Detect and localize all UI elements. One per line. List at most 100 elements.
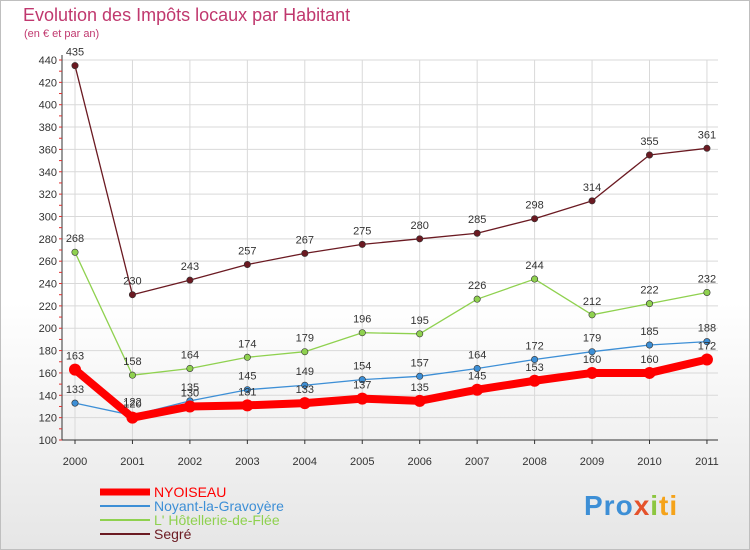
data-label: 179 <box>583 333 601 345</box>
data-point <box>126 411 139 424</box>
data-point <box>69 363 81 376</box>
data-point <box>645 151 653 159</box>
data-point <box>703 144 711 152</box>
data-label: 222 <box>640 285 658 297</box>
data-point <box>183 400 196 413</box>
legend-label: Noyant-la-Gravoyère <box>154 498 284 514</box>
y-tick-label: 300 <box>39 211 57 223</box>
y-tick-label: 100 <box>39 435 57 447</box>
data-point <box>473 364 481 372</box>
data-point <box>243 261 251 269</box>
logo-part-i: i <box>650 490 660 521</box>
data-label: 230 <box>123 276 141 288</box>
y-tick-label: 200 <box>39 323 57 335</box>
legend-label: NYOISEAU <box>154 484 226 500</box>
data-point <box>588 348 596 356</box>
data-point <box>416 372 424 380</box>
y-tick-label: 380 <box>39 122 57 134</box>
data-point <box>531 215 539 223</box>
data-label: 188 <box>698 323 716 335</box>
y-tick-label: 340 <box>39 167 57 179</box>
y-tick-label: 260 <box>39 256 57 268</box>
x-tick-label: 2007 <box>465 456 489 468</box>
logo-part-ti: ti <box>659 490 679 521</box>
data-label: 314 <box>583 182 601 194</box>
data-label: 361 <box>698 129 716 141</box>
y-tick-label: 320 <box>39 189 57 201</box>
data-point <box>301 381 309 389</box>
data-label: 172 <box>525 341 543 353</box>
series-line <box>74 251 708 376</box>
chart-title: Evolution des Impôts locaux par Habitant <box>23 5 351 25</box>
data-point <box>531 275 539 283</box>
data-label: 153 <box>525 362 543 374</box>
chart-subtitle: (en € et par an) <box>24 28 100 40</box>
data-point <box>71 62 79 70</box>
x-tick-label: 2003 <box>235 456 259 468</box>
legend-label: L' Hôtellerie-de-Flée <box>154 512 280 528</box>
data-point <box>358 329 366 337</box>
data-point <box>186 276 194 284</box>
y-tick-label: 360 <box>39 144 57 156</box>
x-tick-label: 2011 <box>695 456 719 468</box>
series-line <box>74 64 708 296</box>
x-tick-label: 2002 <box>178 456 202 468</box>
x-tick-label: 2009 <box>580 456 604 468</box>
data-label: 133 <box>66 384 84 396</box>
data-label: 232 <box>698 273 716 285</box>
data-label: 243 <box>181 261 199 273</box>
data-point <box>71 399 79 407</box>
data-point <box>71 248 79 256</box>
data-point <box>588 197 596 205</box>
data-label: 122 <box>123 396 141 408</box>
y-tick-label: 220 <box>39 301 57 313</box>
data-point <box>358 240 366 248</box>
data-label: 298 <box>525 200 543 212</box>
data-label: 157 <box>411 357 429 369</box>
data-label: 226 <box>468 280 486 292</box>
x-tick-label: 2006 <box>407 456 431 468</box>
data-label: 267 <box>296 234 314 246</box>
data-label: 160 <box>583 354 601 366</box>
logo-part-x: x <box>633 490 651 521</box>
data-point <box>528 374 541 387</box>
x-tick-label: 2005 <box>350 456 374 468</box>
data-label: 135 <box>411 382 429 394</box>
y-tick-label: 140 <box>39 390 57 402</box>
x-tick-label: 2000 <box>63 456 87 468</box>
data-point <box>301 348 309 356</box>
data-point <box>243 353 251 361</box>
data-point <box>128 291 136 299</box>
data-point <box>128 371 136 379</box>
logo-part-pro: Pro <box>584 490 634 521</box>
data-point <box>703 288 711 296</box>
data-point <box>413 394 426 407</box>
x-tick-label: 2010 <box>637 456 661 468</box>
y-tick-label: 400 <box>39 100 57 112</box>
data-point <box>301 249 309 257</box>
data-label: 435 <box>66 47 84 59</box>
data-label: 185 <box>640 326 658 338</box>
data-label: 174 <box>238 338 256 350</box>
data-point <box>531 356 539 364</box>
data-point <box>700 353 713 366</box>
data-point <box>356 392 369 405</box>
data-label: 285 <box>468 214 486 226</box>
data-point <box>588 311 596 319</box>
data-label: 195 <box>411 315 429 327</box>
x-tick-label: 2004 <box>293 456 317 468</box>
data-point <box>471 383 484 396</box>
data-point <box>298 397 311 410</box>
data-point <box>186 364 194 372</box>
data-label: 133 <box>296 384 314 396</box>
y-tick-label: 440 <box>39 55 57 67</box>
data-point <box>241 399 254 412</box>
data-label: 131 <box>238 386 256 398</box>
data-label: 275 <box>353 225 371 237</box>
data-point <box>645 341 653 349</box>
data-point <box>243 386 251 394</box>
data-label: 154 <box>353 361 371 373</box>
data-point <box>416 235 424 243</box>
y-tick-label: 280 <box>39 234 57 246</box>
data-point <box>473 295 481 303</box>
